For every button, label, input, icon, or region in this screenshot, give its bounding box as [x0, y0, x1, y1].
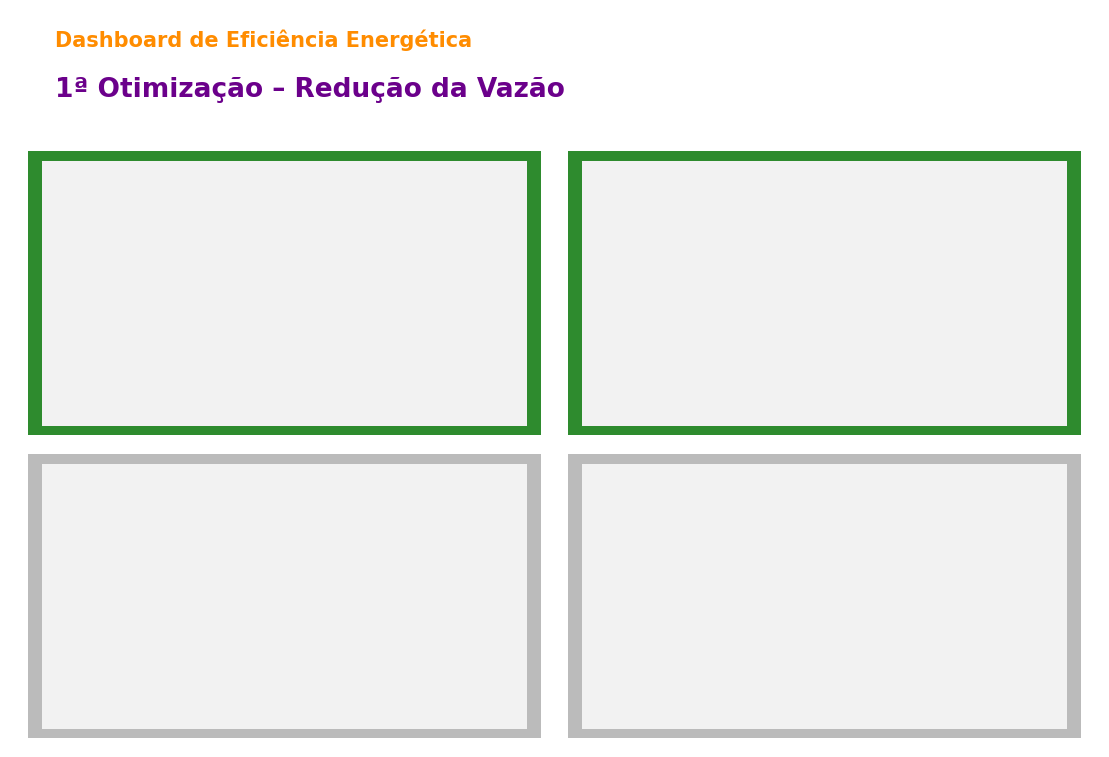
Text: 100: 100	[415, 646, 438, 656]
Polygon shape	[163, 536, 256, 650]
Text: 50: 50	[674, 646, 690, 656]
Text: Dashboard de Eficiência Energética: Dashboard de Eficiência Energética	[55, 29, 472, 51]
Text: Low Temp.: Low Temp.	[706, 529, 769, 542]
Text: 95: 95	[411, 602, 427, 612]
Text: 3.0: 3.0	[417, 343, 437, 353]
Text: 60: 60	[702, 562, 718, 572]
Text: 90: 90	[933, 562, 948, 572]
Text: 80: 80	[733, 227, 749, 238]
Text: RCI_LO 33.71: RCI_LO 33.71	[770, 687, 879, 706]
Text: 1ª Otimização – Redução da Vazão: 1ª Otimização – Redução da Vazão	[55, 77, 566, 103]
Text: Bypass: Bypass	[729, 232, 771, 245]
Polygon shape	[754, 227, 896, 274]
Polygon shape	[357, 580, 399, 622]
Polygon shape	[853, 536, 923, 597]
Text: 80: 80	[862, 510, 876, 520]
Text: 100: 100	[813, 200, 836, 210]
Polygon shape	[728, 250, 772, 294]
Text: 2.3: 2.3	[339, 216, 358, 226]
Text: 90: 90	[391, 562, 407, 572]
Text: PUE 1.91: PUE 1.91	[246, 385, 322, 403]
Text: 70: 70	[773, 510, 788, 520]
Polygon shape	[176, 233, 256, 307]
Text: RTI 95.71: RTI 95.71	[786, 385, 864, 403]
Polygon shape	[878, 250, 923, 294]
Text: RCI_HI 99.98: RCI_HI 99.98	[232, 687, 337, 706]
Polygon shape	[370, 613, 405, 650]
Polygon shape	[312, 536, 381, 597]
Text: 120: 120	[897, 227, 920, 238]
Polygon shape	[163, 293, 203, 347]
Polygon shape	[898, 277, 946, 347]
Text: 1.0: 1.0	[132, 343, 152, 353]
Text: 100: 100	[956, 646, 979, 656]
Polygon shape	[898, 580, 939, 622]
Text: 50: 50	[674, 343, 690, 353]
Polygon shape	[704, 277, 752, 347]
Text: 1.8: 1.8	[231, 207, 250, 217]
Text: High Temp.: High Temp.	[164, 529, 231, 542]
Text: Recirc.: Recirc.	[879, 232, 919, 245]
Polygon shape	[247, 227, 339, 267]
Polygon shape	[247, 530, 322, 564]
Polygon shape	[910, 613, 946, 650]
Text: 150: 150	[956, 343, 979, 353]
Text: 60: 60	[161, 562, 176, 572]
Polygon shape	[787, 530, 862, 564]
Text: 50: 50	[134, 646, 150, 656]
Text: 80: 80	[321, 510, 336, 520]
Text: 70: 70	[233, 510, 247, 520]
Text: 1.3: 1.3	[147, 278, 167, 288]
Text: 95: 95	[953, 602, 968, 612]
Polygon shape	[325, 240, 405, 347]
Polygon shape	[704, 536, 797, 650]
